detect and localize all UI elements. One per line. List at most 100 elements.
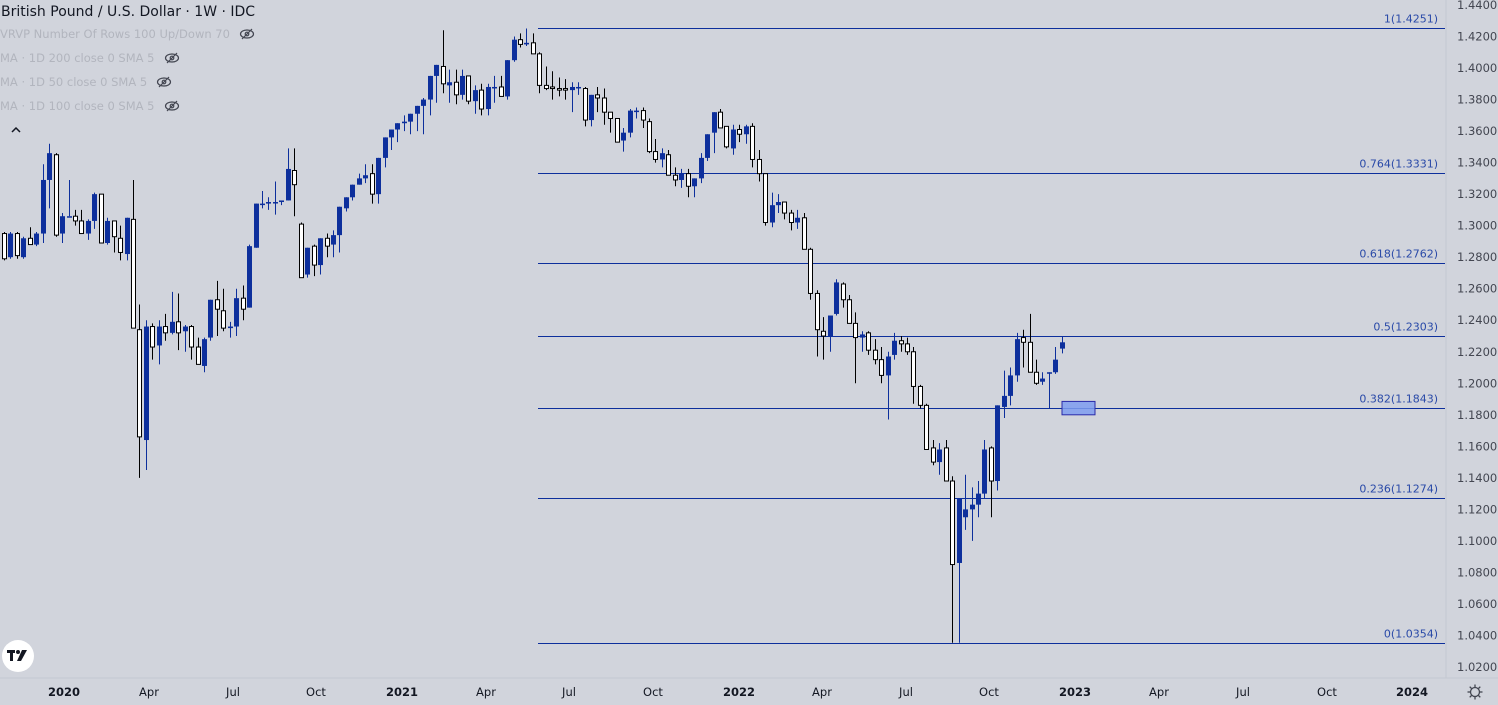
candle: [8, 231, 13, 259]
candle: [666, 150, 671, 176]
candle: [86, 219, 91, 240]
price-tick-label: 1.1000: [1457, 534, 1497, 548]
indicator-label: MA · 1D 50 close 0 SMA 5: [0, 75, 148, 89]
candle: [834, 279, 839, 316]
candle: [434, 64, 439, 103]
time-tick-label: Oct: [979, 685, 999, 699]
time-tick-label: Apr: [139, 685, 159, 699]
candle: [1040, 372, 1045, 385]
candle: [492, 75, 497, 103]
candle: [570, 82, 575, 113]
indicator-label: VRVP Number Of Rows 100 Up/Down 70: [0, 27, 230, 41]
price-tick-label: 1.3200: [1457, 187, 1497, 201]
candle: [196, 337, 201, 365]
fib-level-label: 0.764(1.3331): [1359, 158, 1438, 171]
candle: [847, 295, 852, 324]
candle: [344, 197, 349, 212]
price-tick-label: 1.0600: [1457, 597, 1497, 611]
time-tick-label: Apr: [476, 685, 496, 699]
time-tick-label: 2023: [1059, 685, 1091, 699]
candle: [628, 109, 633, 138]
candle: [202, 337, 207, 373]
candle: [305, 247, 310, 278]
candle: [228, 321, 233, 338]
candle: [673, 167, 678, 187]
indicator-ma-200[interactable]: MA · 1D 200 close 0 SMA 5: [0, 46, 255, 70]
candlestick-series: [2, 28, 1065, 643]
candle: [647, 118, 652, 154]
candle: [144, 320, 149, 470]
candle: [595, 86, 600, 113]
candle: [679, 168, 684, 188]
candle: [241, 285, 246, 321]
indicator-ma-100[interactable]: MA · 1D 100 close 0 SMA 5: [0, 94, 255, 118]
candle: [537, 52, 542, 94]
candle: [15, 231, 20, 259]
candle: [357, 173, 362, 185]
candle: [395, 123, 400, 143]
price-tick-label: 1.1400: [1457, 471, 1497, 485]
fibonacci-retracement[interactable]: 1(1.4251) 0.764(1.3331) 0.618(1.2762) 0.5(1…: [538, 13, 1445, 644]
candle: [389, 129, 394, 151]
price-tick-label: 1.2800: [1457, 250, 1497, 264]
candle: [1028, 313, 1033, 373]
candle: [286, 148, 291, 201]
eye-hidden-icon[interactable]: [239, 26, 255, 42]
candle: [963, 474, 968, 530]
indicator-label: MA · 1D 100 close 0 SMA 5: [0, 99, 155, 113]
candle: [918, 384, 923, 409]
fib-level-label: 1(1.4251): [1384, 13, 1438, 26]
candle: [873, 339, 878, 365]
indicator-label: MA · 1D 200 close 0 SMA 5: [0, 51, 155, 65]
candle: [524, 28, 529, 46]
fib-level-label: 0(1.0354): [1384, 628, 1438, 641]
candle: [73, 209, 78, 226]
candle: [899, 336, 904, 352]
candle: [950, 476, 955, 643]
tradingview-logo[interactable]: [2, 640, 34, 672]
candle: [234, 288, 239, 336]
collapse-legend-chevron-up-icon[interactable]: [9, 121, 23, 133]
support-zone-rectangle[interactable]: [1061, 400, 1096, 416]
indicator-ma-50[interactable]: MA · 1D 50 close 0 SMA 5: [0, 70, 255, 94]
symbol-title: British Pound / U.S. Dollar · 1W · IDC: [1, 4, 256, 20]
candle: [789, 209, 794, 231]
candle: [995, 405, 1000, 491]
time-tick-label: Jul: [561, 685, 576, 699]
candle: [92, 192, 97, 229]
candle: [131, 179, 136, 329]
time-tick-label: 2020: [48, 685, 80, 699]
candle: [705, 134, 710, 162]
candle: [699, 153, 704, 184]
time-tick-label: Apr: [1149, 685, 1169, 699]
settings-gear-icon[interactable]: [1466, 683, 1484, 701]
candle: [866, 331, 871, 355]
candle: [486, 83, 491, 116]
candle: [802, 213, 807, 250]
candle: [1060, 336, 1065, 354]
candle: [976, 481, 981, 518]
candle: [989, 446, 994, 518]
candle: [531, 33, 536, 55]
eye-hidden-icon[interactable]: [164, 50, 180, 66]
time-tick-label: Oct: [306, 685, 326, 699]
time-tick-label: 2021: [386, 685, 418, 699]
candle: [615, 117, 620, 143]
candle: [254, 203, 259, 248]
candle: [105, 217, 110, 245]
time-axis[interactable]: 2020 Apr Jul Oct 2021 Apr Jul Oct 2022 Apr Jul Oct 2…: [48, 685, 1428, 699]
candle: [692, 178, 697, 198]
candle: [757, 150, 762, 182]
candle: [911, 347, 916, 404]
candle: [60, 213, 65, 244]
indicator-vrvp[interactable]: VRVP Number Of Rows 100 Up/Down 70: [0, 22, 255, 46]
candle: [337, 206, 342, 253]
candle: [653, 138, 658, 163]
highlight-zone[interactable]: [1061, 400, 1096, 416]
candle: [634, 107, 639, 119]
eye-hidden-icon[interactable]: [164, 98, 180, 114]
price-axis[interactable]: 1.4400 1.4200 1.4000 1.3800 1.3600 1.3400 1.32…: [1457, 0, 1497, 674]
eye-hidden-icon[interactable]: [156, 74, 172, 90]
candle: [970, 487, 975, 541]
